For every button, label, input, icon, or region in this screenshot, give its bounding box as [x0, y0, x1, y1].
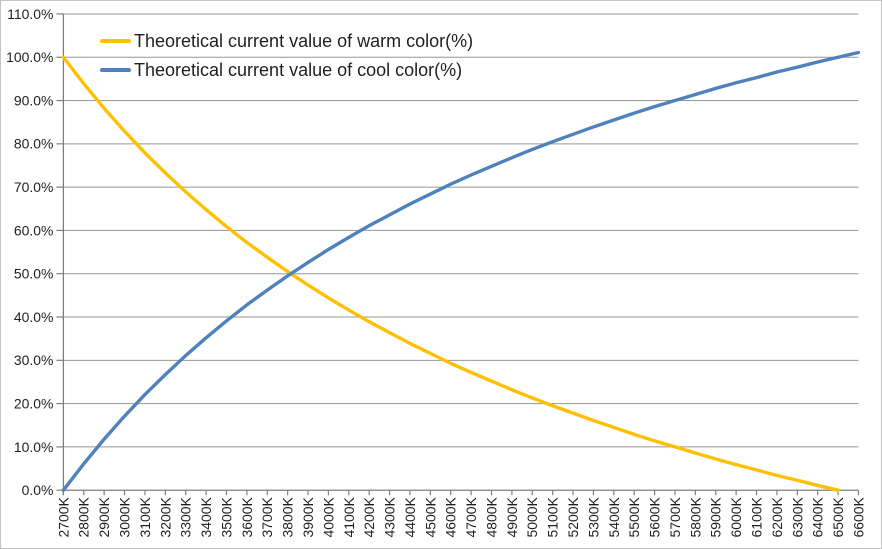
- x-tick-label: 6000K: [728, 496, 744, 537]
- y-tick-label: 90.0%: [14, 92, 54, 108]
- x-tick-label: 4200K: [361, 496, 377, 537]
- x-tick-label: 5200K: [565, 496, 581, 537]
- x-tick-label: 3500K: [218, 496, 234, 537]
- x-tick-label: 3000K: [117, 496, 133, 537]
- x-tick-label: 6300K: [789, 496, 805, 537]
- x-tick-label: 3900K: [300, 496, 316, 537]
- x-tick-label: 4400K: [402, 496, 418, 537]
- x-tick-label: 6600K: [850, 496, 866, 537]
- y-tick-label: 40.0%: [14, 309, 54, 325]
- x-tick-label: 5300K: [585, 496, 601, 537]
- y-tick-label: 50.0%: [14, 266, 54, 282]
- x-tick-label: 3400K: [198, 496, 214, 537]
- x-tick-label: 5400K: [606, 496, 622, 537]
- y-gridlines: [63, 13, 859, 448]
- x-tick-label: 3800K: [280, 496, 296, 537]
- x-tick-label: 4500K: [422, 496, 438, 537]
- legend-item-cool: Theoretical current value of cool color(…: [100, 55, 473, 84]
- x-tick-label: 2700K: [55, 496, 71, 537]
- x-tick-label: 3600K: [239, 496, 255, 537]
- y-tick-label: 10.0%: [14, 439, 54, 455]
- x-tick-label: 5100K: [545, 496, 561, 537]
- tick-marks: [56, 13, 860, 496]
- x-tick-label: 5600K: [647, 496, 663, 537]
- chart-legend: Theoretical current value of warm color(…: [100, 26, 473, 84]
- x-tick-label: 4700K: [463, 496, 479, 537]
- y-tick-label: 20.0%: [14, 396, 54, 412]
- x-tick-label: 4300K: [382, 496, 398, 537]
- x-tick-label: 6200K: [769, 496, 785, 537]
- x-tick-labels: 2700K 2800K 2900K 3000K 3100K 3200K 3300K 3400K…: [55, 496, 866, 537]
- x-tick-label: 6500K: [830, 496, 846, 537]
- x-tick-label: 2800K: [76, 496, 92, 537]
- axes: [62, 13, 859, 496]
- x-tick-label: 4800K: [483, 496, 499, 537]
- legend-warm-line-icon: [100, 38, 131, 43]
- y-tick-label: 30.0%: [14, 352, 54, 368]
- legend-item-warm: Theoretical current value of warm color(…: [100, 26, 473, 55]
- y-tick-label: 0.0%: [22, 482, 54, 498]
- x-tick-label: 4100K: [341, 496, 357, 537]
- y-tick-label: 80.0%: [14, 136, 54, 152]
- x-tick-label: 6400K: [810, 496, 826, 537]
- x-tick-label: 5900K: [708, 496, 724, 537]
- legend-cool-line-icon: [100, 67, 131, 72]
- x-tick-label: 2900K: [96, 496, 112, 537]
- x-tick-label: 3300K: [178, 496, 194, 537]
- x-tick-label: 3700K: [259, 496, 275, 537]
- x-tick-label: 6100K: [749, 496, 765, 537]
- x-tick-label: 3200K: [157, 496, 173, 537]
- legend-warm-label: Theoretical current value of warm color(…: [134, 30, 474, 51]
- warm-series-line: [61, 55, 840, 492]
- legend-cool-label: Theoretical current value of cool color(…: [134, 59, 463, 80]
- y-tick-label: 110.0%: [7, 6, 53, 22]
- x-tick-label: 5800K: [687, 496, 703, 537]
- x-tick-label: 4900K: [504, 496, 520, 537]
- y-tick-label: 100.0%: [6, 49, 53, 65]
- y-tick-labels: 0.0% 10.0% 20.0% 30.0% 40.0% 50.0% 60.0% 70.0% 8…: [6, 6, 53, 498]
- x-tick-label: 4600K: [443, 496, 459, 537]
- x-tick-label: 5700K: [667, 496, 683, 537]
- y-tick-label: 70.0%: [14, 179, 54, 195]
- x-tick-label: 5500K: [626, 496, 642, 537]
- x-tick-label: 3100K: [137, 496, 153, 537]
- x-tick-label: 5000K: [524, 496, 540, 537]
- y-tick-label: 60.0%: [14, 222, 54, 238]
- cool-series-line: [61, 50, 861, 492]
- x-tick-label: 4000K: [320, 496, 336, 537]
